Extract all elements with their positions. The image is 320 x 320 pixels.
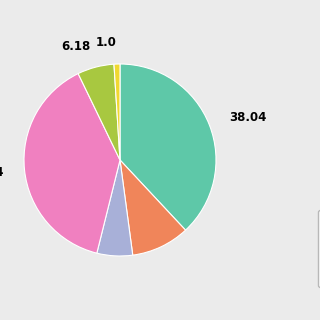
Text: 1.0: 1.0 xyxy=(95,36,116,49)
Text: 38.94: 38.94 xyxy=(0,166,4,179)
Wedge shape xyxy=(78,64,120,160)
Legend: Res, Pub, Com, Ind, Agr, Str: Res, Pub, Com, Ind, Agr, Str xyxy=(318,210,320,287)
Wedge shape xyxy=(24,74,120,253)
Wedge shape xyxy=(120,64,216,230)
Wedge shape xyxy=(97,160,133,256)
Text: 6.18: 6.18 xyxy=(61,40,90,53)
Wedge shape xyxy=(120,160,186,255)
Wedge shape xyxy=(114,64,120,160)
Text: 38.04: 38.04 xyxy=(229,110,266,124)
